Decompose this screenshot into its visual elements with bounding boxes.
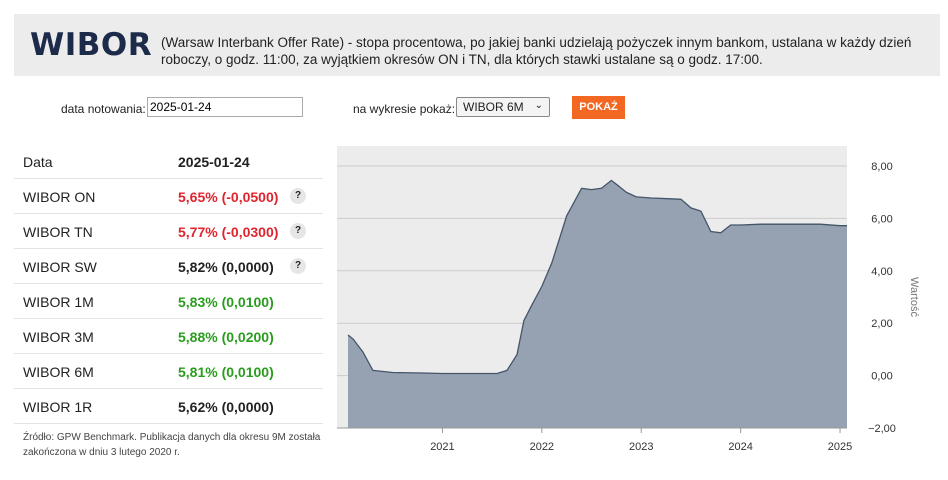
rate-name: WIBOR 1M — [23, 294, 94, 310]
x-tick-label: 2025 — [828, 441, 852, 453]
rate-name: WIBOR SW — [23, 259, 97, 275]
date-input[interactable] — [147, 97, 303, 117]
rate-name: WIBOR 3M — [23, 329, 94, 345]
x-tick-label: 2024 — [728, 441, 752, 453]
x-tick-label: 2021 — [430, 441, 454, 453]
chevron-down-icon: ⌄ — [534, 100, 543, 111]
chart-select-label: na wykresie pokaż: — [353, 102, 456, 116]
rate-name: WIBOR TN — [23, 224, 93, 240]
wibor-logo: WIBOR — [30, 27, 153, 63]
rate-name: WIBOR 6M — [23, 364, 94, 380]
rate-value: 5,88% (0,0200) — [178, 329, 274, 345]
date-label: data notowania: — [61, 102, 146, 116]
table-row: WIBOR SW 5,82% (0,0000)? — [14, 249, 323, 284]
date-header-label: Data — [23, 154, 53, 170]
rate-name: WIBOR ON — [23, 189, 96, 205]
table-row: WIBOR 6M 5,81% (0,0100) — [14, 354, 323, 389]
series-area — [348, 180, 847, 428]
rate-value: 5,65% (-0,0500) — [178, 189, 279, 205]
y-tick-label: 8,00 — [871, 161, 892, 173]
x-tick-label: 2022 — [530, 441, 554, 453]
series-line — [347, 179, 847, 375]
rate-value: 5,62% (0,0000) — [178, 399, 274, 415]
y-tick-label: 6,00 — [871, 213, 892, 225]
source-note: Źródło: GPW Benchmark. Publikacja danych… — [23, 432, 321, 458]
rate-value: 5,82% (0,0000) — [178, 259, 274, 275]
y-axis-label: Wartość — [908, 277, 920, 317]
chart-series-select[interactable]: WIBOR 6M ⌄ — [456, 97, 550, 117]
wibor-chart: 8,00 6,00 4,00 2,00 0,00 −2,00 2021 2022 2023 202… — [337, 146, 937, 480]
rate-value: 5,77% (-0,0300) — [178, 224, 279, 240]
y-tick-label: 2,00 — [871, 318, 892, 330]
date-header-value: 2025-01-24 — [178, 154, 250, 170]
help-icon[interactable]: ? — [290, 258, 306, 274]
wibor-description: (Warsaw Interbank Offer Rate) - stopa pr… — [161, 35, 912, 67]
x-tick-label: 2023 — [629, 441, 653, 453]
table-row: WIBOR 1M 5,83% (0,0100) — [14, 284, 323, 319]
y-tick-label: 4,00 — [871, 266, 892, 278]
y-tick-label: −2,00 — [868, 423, 896, 435]
table-row: WIBOR 3M 5,88% (0,0200) — [14, 319, 323, 354]
rate-name: WIBOR 1R — [23, 399, 93, 415]
page-header: WIBOR (Warsaw Interbank Offer Rate) - st… — [14, 14, 940, 76]
rate-value: 5,83% (0,0100) — [178, 294, 274, 310]
help-icon[interactable]: ? — [290, 188, 306, 204]
rates-table: Data 2025-01-24 WIBOR ON 5,65% (-0,0500)?… — [14, 144, 323, 424]
table-header-row: Data 2025-01-24 — [14, 144, 323, 179]
table-row: WIBOR 1R 5,62% (0,0000) — [14, 389, 323, 424]
filter-form: data notowania: na wykresie pokaż: WIBOR… — [0, 96, 948, 121]
table-row: WIBOR TN 5,77% (-0,0300)? — [14, 214, 323, 249]
rate-value: 5,81% (0,0100) — [178, 364, 274, 380]
show-button[interactable]: POKAŻ — [572, 96, 625, 119]
y-tick-label: 0,00 — [871, 371, 892, 383]
table-row: WIBOR ON 5,65% (-0,0500)? — [14, 179, 323, 214]
select-value: WIBOR 6M — [463, 100, 524, 114]
help-icon[interactable]: ? — [290, 223, 306, 239]
